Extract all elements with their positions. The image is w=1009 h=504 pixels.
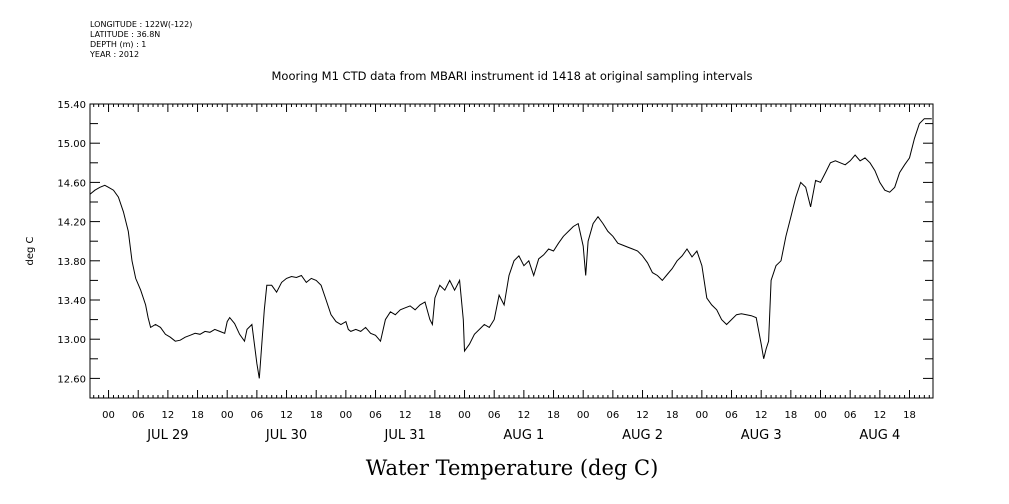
x-day-label: AUG 2	[622, 428, 663, 443]
x-day-label: AUG 3	[741, 428, 782, 443]
x-hour-label: 18	[428, 410, 441, 421]
x-hour-label: 06	[844, 410, 857, 421]
y-tick-label: 14.20	[57, 218, 86, 229]
x-hour-label: 00	[221, 410, 234, 421]
x-hour-label: 18	[547, 410, 560, 421]
x-day-label: JUL 29	[146, 428, 188, 443]
x-hour-label: 12	[399, 410, 412, 421]
x-hour-label: 12	[517, 410, 530, 421]
x-hour-label: 18	[666, 410, 679, 421]
x-hour-label: 00	[102, 410, 115, 421]
latitude-label: LATITUDE : 36.8N	[90, 30, 161, 39]
chart-title: Mooring M1 CTD data from MBARI instrumen…	[272, 69, 753, 83]
y-axis-label: deg C	[25, 236, 36, 265]
series-line-temperature	[89, 118, 932, 379]
year-label: YEAR : 2012	[90, 50, 140, 59]
x-hour-label: 12	[162, 410, 175, 421]
x-hour-label: 00	[695, 410, 708, 421]
y-axis: 15.40 15.00 14.60 14.20 13.80 13.40 13.00 12.60	[57, 100, 933, 399]
longitude-label: LONGITUDE : 122W(-122)	[90, 20, 193, 29]
x-day-label: JUL 30	[265, 428, 307, 443]
x-hour-label: 06	[251, 410, 264, 421]
metadata-block: LONGITUDE : 122W(-122) LATITUDE : 36.8N …	[90, 20, 192, 60]
x-hour-label: 06	[132, 410, 145, 421]
x-hour-label: 12	[280, 410, 293, 421]
plot-frame	[89, 103, 934, 399]
y-tick-label: 13.00	[57, 335, 86, 346]
x-day-label: AUG 1	[503, 428, 544, 443]
x-hour-label: 12	[755, 410, 768, 421]
x-hour-label: 12	[636, 410, 649, 421]
x-hour-label: 18	[903, 410, 916, 421]
x-day-label: JUL 31	[384, 428, 426, 443]
x-hour-label: 18	[310, 410, 323, 421]
y-tick-label: 14.60	[57, 178, 86, 189]
depth-label: DEPTH (m) : 1	[90, 40, 147, 49]
x-axis: 00 06 12 18 00 06 12 18 00 06 12 18 00 06 12 18 00 06 12 18…	[93, 104, 930, 443]
x-hour-label: 06	[488, 410, 501, 421]
series-group	[89, 118, 932, 379]
x-hour-label: 06	[725, 410, 738, 421]
y-tick-label: 15.00	[57, 139, 86, 150]
x-hour-label: 12	[873, 410, 886, 421]
y-tick-label: 12.60	[57, 374, 86, 385]
x-hour-label: 00	[339, 410, 352, 421]
x-hour-label: 18	[191, 410, 204, 421]
x-day-label: AUG 4	[859, 428, 900, 443]
y-tick-label: 15.40	[57, 100, 86, 111]
y-tick-label: 13.40	[57, 296, 86, 307]
x-axis-label: Water Temperature (deg C)	[366, 456, 659, 480]
x-hour-label: 18	[784, 410, 797, 421]
x-hour-label: 00	[814, 410, 827, 421]
y-tick-label: 13.80	[57, 257, 86, 268]
x-hour-label: 06	[369, 410, 382, 421]
x-hour-label: 06	[606, 410, 619, 421]
x-hour-label: 00	[577, 410, 590, 421]
x-hour-label: 00	[458, 410, 471, 421]
